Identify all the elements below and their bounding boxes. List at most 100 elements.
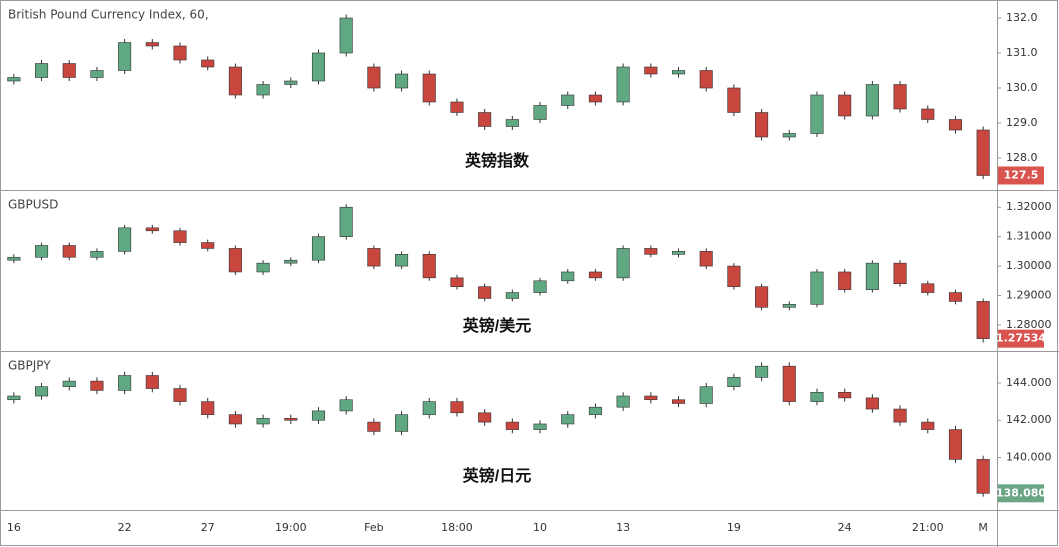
candle-body [339, 17, 353, 54]
candle-body [561, 414, 575, 425]
candle-body [450, 277, 464, 287]
candle-body [395, 254, 409, 267]
candle-body [256, 262, 270, 273]
candle-body [810, 94, 824, 134]
candle-body [727, 87, 741, 113]
y-tick-label: 1.32000 [1006, 200, 1052, 213]
pane-annotation: 英镑/日元 [462, 466, 531, 485]
candle-body [173, 230, 187, 243]
candle-body [311, 410, 326, 421]
candle-body [422, 73, 436, 103]
candle-body [7, 77, 21, 82]
candle-body [948, 429, 962, 460]
candle-body [228, 66, 242, 96]
y-tick-label: 1.29000 [1006, 289, 1052, 302]
candle-body [865, 262, 879, 290]
candle-body [256, 418, 270, 425]
last-price-box [998, 484, 1044, 503]
candle-body [699, 70, 713, 89]
candle-body [145, 375, 159, 389]
last-price-label: 138.080 [996, 486, 1046, 499]
y-tick-label: 128.0 [1006, 151, 1038, 164]
candle-body [810, 271, 824, 305]
candle-body [7, 395, 21, 401]
candle-body [810, 391, 824, 402]
candle-body [90, 251, 104, 258]
y-tick-label: 140.000 [1006, 451, 1052, 464]
x-tick-label: M [978, 521, 988, 534]
candle-body [561, 271, 575, 282]
candle-body [838, 271, 852, 290]
x-tick-label: 18:00 [441, 521, 473, 534]
candle-body [62, 63, 76, 78]
candle-body [284, 418, 298, 421]
candle-body [367, 421, 381, 432]
x-tick-label: 21:00 [912, 521, 944, 534]
y-tick-label: 130.0 [1006, 81, 1038, 94]
candle-body [948, 292, 962, 302]
x-tick-label: 22 [118, 521, 132, 534]
candle-body [118, 42, 132, 71]
candle-body [588, 271, 602, 279]
candle-body [228, 248, 242, 273]
candle-body [921, 421, 935, 430]
candle-body [311, 236, 326, 261]
last-price-label: 127.5 [1004, 169, 1039, 182]
x-tick-label: 19 [727, 521, 741, 534]
pane-title: British Pound Currency Index, 60, [8, 8, 209, 22]
candle-body [339, 399, 353, 412]
candle-body [173, 45, 187, 61]
candle-body [311, 52, 326, 82]
candle-body [395, 414, 409, 432]
last-price-box [998, 329, 1044, 348]
y-tick-label: 144.000 [1006, 376, 1052, 389]
candle-body [561, 94, 575, 106]
pane-annotation: 英镑指数 [464, 151, 530, 170]
y-tick-label: 1.31000 [1006, 230, 1052, 243]
candle-body [893, 408, 907, 423]
last-price-label: 1.27534 [996, 332, 1046, 345]
candle-body [395, 73, 409, 89]
candle-body [671, 399, 686, 404]
candle-body [201, 242, 215, 249]
x-tick-label: 27 [201, 521, 215, 534]
candle-body [478, 112, 492, 127]
candle-body [145, 42, 159, 47]
candle-body [35, 245, 49, 258]
candle-body [616, 395, 630, 408]
x-tick-label: 10 [533, 521, 547, 534]
candle-body [339, 206, 353, 237]
candle-body [256, 84, 270, 96]
candle-body [865, 84, 879, 117]
x-tick-label: 13 [616, 521, 630, 534]
y-tick-label: 1.28000 [1006, 318, 1052, 331]
candle-body [893, 262, 907, 285]
candle-body [201, 59, 215, 68]
candle-body [865, 397, 879, 410]
pane-annotation: 英镑/美元 [462, 316, 531, 335]
candle-body [228, 414, 242, 425]
candle-body [699, 386, 713, 404]
pane-title: GBPUSD [8, 198, 58, 212]
candle-body [367, 66, 381, 89]
candle-body [478, 412, 492, 423]
candle-body [118, 227, 132, 252]
x-tick-label: Feb [364, 521, 383, 534]
candle-body [616, 66, 630, 103]
candle-body [755, 112, 769, 138]
candle-body [671, 70, 686, 75]
candle-body [7, 256, 21, 261]
candle-body [616, 248, 630, 279]
candle-body [62, 245, 76, 258]
candle-body [976, 129, 990, 176]
candle-body [533, 423, 547, 430]
candle-body [671, 251, 686, 255]
candle-body [644, 248, 658, 255]
candle-body [422, 401, 436, 415]
candle-body [118, 375, 132, 391]
candle-body [173, 388, 187, 402]
candle-body [921, 283, 935, 293]
last-price-box [998, 166, 1044, 185]
candle-body [90, 70, 104, 78]
